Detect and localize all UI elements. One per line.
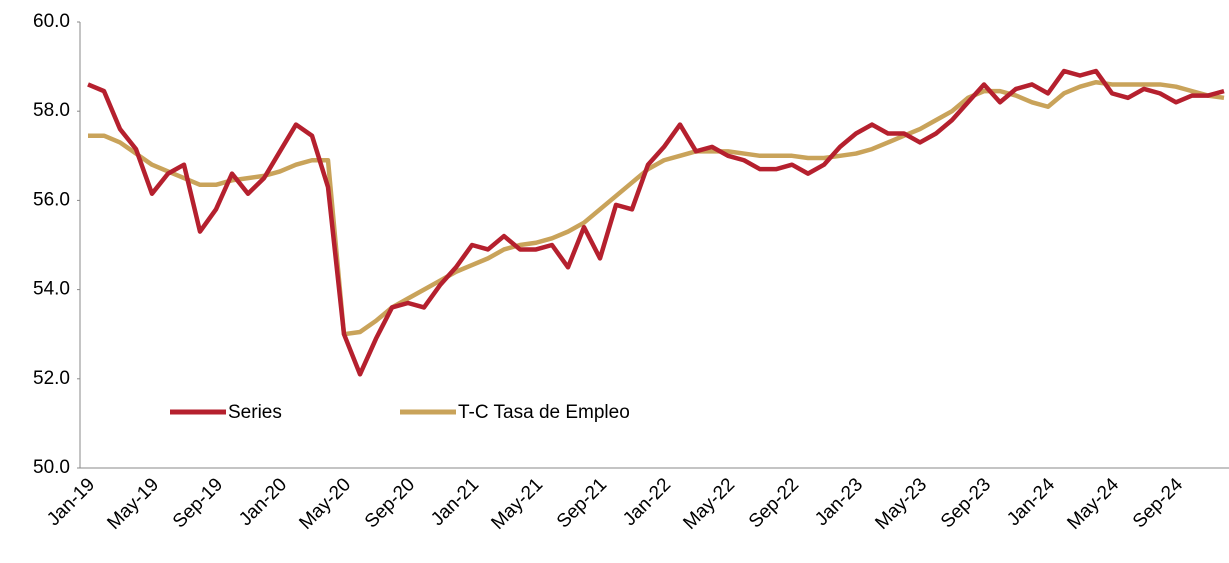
x-tick-label: Sep-23: [937, 474, 995, 532]
x-tick-label: Sep-24: [1129, 474, 1187, 532]
x-tick-label: May-23: [871, 474, 931, 534]
x-tick-label: May-20: [295, 474, 355, 534]
y-tick-label: 60.0: [33, 11, 70, 32]
x-tick-label: May-19: [103, 474, 163, 534]
series-line: [88, 79, 1225, 337]
y-tick-label: 54.0: [33, 279, 70, 300]
x-tick-label: May-24: [1063, 474, 1123, 534]
x-tick-label: Jan-21: [427, 474, 483, 530]
legend-label: T-C Tasa de Empleo: [458, 402, 630, 423]
y-tick-label: 58.0: [33, 100, 70, 121]
x-tick-label: Sep-21: [553, 474, 611, 532]
x-tick-label: Sep-20: [361, 474, 419, 532]
series-line: [87, 68, 1225, 377]
x-tick-label: Jan-19: [43, 474, 99, 530]
x-tick-label: May-22: [679, 474, 739, 534]
x-tick-label: Jan-24: [1003, 474, 1059, 530]
x-tick-label: Sep-19: [169, 474, 227, 532]
y-tick-label: 50.0: [33, 457, 70, 478]
legend-label: Series: [228, 402, 282, 423]
y-tick-label: 52.0: [33, 368, 70, 389]
x-tick-label: Jan-22: [619, 474, 675, 530]
x-tick-label: May-21: [487, 474, 547, 534]
x-tick-label: Jan-23: [811, 474, 867, 530]
x-tick-label: Jan-20: [235, 474, 291, 530]
x-tick-label: Sep-22: [745, 474, 803, 532]
y-tick-label: 56.0: [33, 189, 70, 210]
